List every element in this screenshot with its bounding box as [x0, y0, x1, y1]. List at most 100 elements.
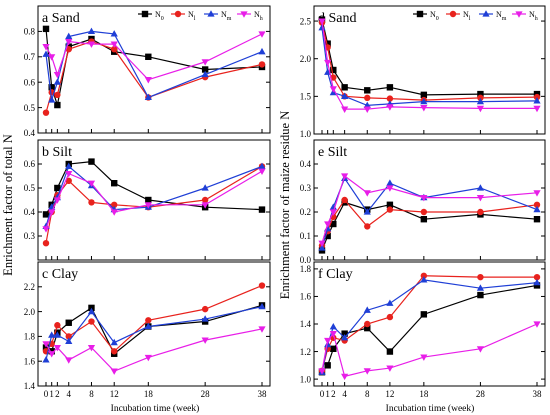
- data-point: [533, 190, 541, 197]
- panel-c: 1.41.61.82.02.20 1 2 4 8 12 18 28 38c Clay: [24, 261, 271, 399]
- data-point: [65, 357, 73, 364]
- data-point: [386, 348, 394, 355]
- data-point: [324, 337, 332, 345]
- data-point: [420, 97, 428, 105]
- data-point: [258, 162, 266, 169]
- data-point: [324, 59, 332, 67]
- data-point: [386, 179, 394, 186]
- x-tick-label: 4: [66, 389, 71, 399]
- y-tick-label: 1.0: [300, 129, 312, 139]
- y-tick-label: 1.0: [300, 374, 312, 384]
- legend-label: Nh: [529, 10, 538, 22]
- data-point: [48, 96, 56, 103]
- data-point: [420, 105, 428, 112]
- data-point: [201, 196, 209, 204]
- y-tick-label: 2.0: [24, 307, 36, 317]
- data-point: [363, 190, 371, 197]
- data-point: [258, 31, 266, 38]
- data-point: [324, 232, 331, 240]
- series-line: [45, 28, 263, 106]
- series-line: [321, 20, 537, 110]
- data-point: [318, 24, 326, 31]
- data-point: [364, 94, 371, 102]
- data-point: [533, 201, 541, 208]
- data-point: [110, 368, 118, 375]
- data-point: [53, 331, 61, 338]
- series-N0: [42, 302, 266, 357]
- data-point: [145, 53, 152, 60]
- panel-title: c Clay: [42, 267, 78, 282]
- legend-label: Nl: [463, 10, 471, 22]
- y-tick-label: 1.6: [300, 292, 312, 302]
- data-point: [65, 171, 73, 178]
- data-point: [533, 205, 541, 213]
- y-tick-label: 2.2: [24, 282, 35, 292]
- x-tick-label: 1: [325, 389, 330, 399]
- x-tick-label: 2: [331, 389, 336, 399]
- x-tick-label: 38: [533, 389, 543, 399]
- panel-a: 0.4 0.5 0.6 0.7 0.8 a Sand N0 Nl Nm Nh: [24, 5, 271, 138]
- plot-frame: [313, 139, 546, 261]
- panel-title: a Sand: [42, 11, 80, 26]
- x-tick-label: 0: [44, 389, 49, 399]
- y-tick-label: 0.0: [300, 255, 312, 265]
- y-tick-label: 0.6: [24, 77, 36, 87]
- data-point: [87, 180, 96, 187]
- series-line: [321, 279, 538, 373]
- data-point: [54, 322, 61, 329]
- data-point: [533, 216, 541, 223]
- plot-frame: [37, 261, 271, 387]
- data-point: [42, 240, 50, 247]
- right-x-axis-label: Incubation time (week): [386, 403, 475, 414]
- data-point: [420, 272, 428, 279]
- data-point: [318, 240, 326, 247]
- data-point: [110, 30, 118, 37]
- data-point: [201, 315, 209, 322]
- y-tick-label: 1.5: [300, 92, 312, 102]
- series-N0: [318, 16, 541, 99]
- data-point: [477, 208, 484, 216]
- panel-d: 1.0 1.5 2.0 2.5 d Sand N0 Nl Nm Nh: [300, 5, 546, 139]
- data-point: [258, 168, 266, 175]
- y-tick-label: 1.4: [24, 381, 36, 391]
- legend-label: Nm: [221, 10, 232, 22]
- data-point: [42, 356, 50, 363]
- series-line: [321, 284, 538, 373]
- data-point: [201, 66, 209, 73]
- series-Nh: [318, 321, 541, 381]
- x-tick-label: 12: [110, 389, 119, 399]
- data-point: [201, 70, 209, 78]
- data-point: [420, 91, 428, 99]
- data-point: [420, 216, 428, 223]
- data-point: [329, 331, 337, 338]
- panel-b: 0.3 0.4 0.5 0.6 b Silt: [24, 139, 271, 261]
- panel-e: 0.0 0.1 0.2 0.3 0.4 e Silt: [300, 139, 546, 265]
- data-point: [363, 208, 371, 215]
- series-Nm: [42, 302, 266, 363]
- panel-title: f Clay: [318, 267, 353, 282]
- y-tick-label: 0.3: [24, 231, 36, 241]
- series-Nh: [42, 168, 266, 233]
- data-point: [386, 365, 394, 372]
- data-point: [341, 196, 348, 204]
- y-tick-label: 1.8: [24, 332, 36, 342]
- y-tick-label: 1.6: [24, 356, 36, 366]
- data-point: [110, 209, 118, 216]
- legend-marker: [174, 10, 182, 18]
- series-N0: [318, 199, 541, 254]
- data-point: [476, 195, 485, 202]
- series-line: [45, 33, 263, 81]
- data-point: [144, 77, 152, 84]
- data-point: [363, 368, 371, 375]
- x-tick-label: 18: [419, 389, 429, 399]
- data-point: [201, 59, 209, 66]
- legend-label: Nl: [188, 10, 196, 22]
- data-point: [144, 202, 152, 209]
- data-point: [54, 101, 61, 109]
- data-point: [476, 105, 485, 113]
- data-point: [363, 106, 371, 113]
- y-tick-label: 0.4: [24, 128, 36, 138]
- data-point: [144, 322, 152, 330]
- data-point: [42, 50, 50, 57]
- data-point: [65, 337, 73, 344]
